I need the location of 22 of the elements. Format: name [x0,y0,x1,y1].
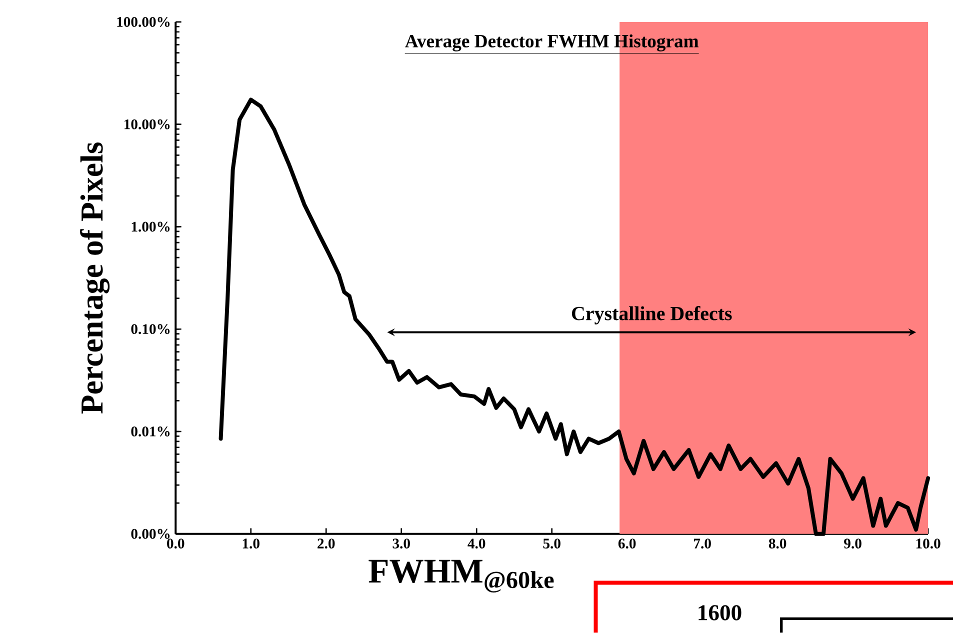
x-tick-label: 5.0 [543,538,560,549]
y-tick-label: 0.00% [131,529,170,540]
y-axis-title: Percentage of Pixels [80,142,110,414]
x-tick-label: 4.0 [468,538,486,549]
x-tick-label: 2.0 [318,538,335,549]
text: Average Detector FWHM Histogram [405,34,699,52]
y-tick-label: 0.01% [131,426,170,437]
text: 1600 [698,605,742,621]
x-tick-label: 1.0 [242,538,260,549]
x-tick-label: 3.0 [392,538,410,549]
x-tick-label: 10.0 [916,538,940,549]
x-tick-label: 7.0 [694,538,711,549]
x-tick-label: 6.0 [618,538,636,549]
x-tick-label: 0.0 [167,538,184,549]
y-tick-label: 10.00% [124,120,170,130]
y-tick-label: 0.10% [131,324,170,334]
annotation: Crystalline Defects [572,306,732,325]
y-tick-label: 1.00% [132,222,170,232]
x-axis-title: FWHM$_{@60ke}$ [368,560,554,593]
x-tick-label: 8.0 [768,538,786,549]
x-tick-label: 9.0 [844,538,862,549]
y-tick-label: 100.00% [117,17,170,28]
